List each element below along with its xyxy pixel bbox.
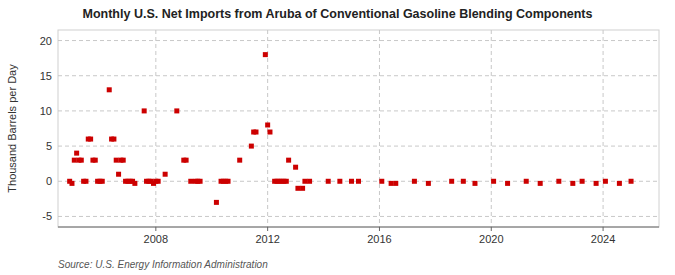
- point: [524, 179, 529, 184]
- point: [249, 144, 254, 149]
- point: [214, 200, 219, 205]
- point: [226, 179, 231, 184]
- y-tick-label: 15: [40, 70, 52, 82]
- point: [449, 179, 454, 184]
- point: [107, 87, 112, 92]
- point: [114, 158, 119, 163]
- point: [337, 179, 342, 184]
- point: [389, 181, 394, 186]
- title: Monthly U.S. Net Imports from Aruba of C…: [83, 7, 593, 21]
- point: [580, 179, 585, 184]
- point: [629, 179, 634, 184]
- source-note: Source: U.S. Energy Information Administ…: [58, 259, 268, 270]
- point: [356, 179, 361, 184]
- x-tick: [155, 227, 156, 231]
- point: [116, 172, 121, 177]
- point: [300, 186, 305, 191]
- point: [293, 165, 298, 170]
- chart: Monthly U.S. Net Imports from Aruba of C…: [0, 0, 675, 275]
- point: [570, 181, 575, 186]
- y-tick-label: -5: [42, 210, 52, 222]
- point: [538, 181, 543, 186]
- point: [379, 179, 384, 184]
- x-tick-label: 2024: [591, 233, 615, 245]
- point: [349, 179, 354, 184]
- point: [163, 172, 168, 177]
- point: [174, 108, 179, 113]
- point: [198, 179, 203, 184]
- x-grid-line: [267, 30, 268, 227]
- point: [69, 181, 74, 186]
- point: [188, 179, 193, 184]
- point: [472, 181, 477, 186]
- x-axis-line: [58, 227, 659, 228]
- x-tick: [491, 227, 492, 231]
- y-grid-line: [58, 146, 659, 147]
- point: [307, 179, 312, 184]
- points: [67, 52, 633, 205]
- point: [111, 137, 116, 142]
- point: [93, 158, 98, 163]
- point: [72, 158, 77, 163]
- point: [426, 181, 431, 186]
- point: [156, 179, 161, 184]
- point: [295, 186, 300, 191]
- y-grid-line: [58, 216, 659, 217]
- point: [79, 158, 84, 163]
- point: [237, 158, 242, 163]
- point: [263, 52, 268, 57]
- point: [603, 179, 608, 184]
- point: [491, 179, 496, 184]
- y-grid-line: [58, 40, 659, 41]
- y-tick-label: 10: [40, 105, 52, 117]
- plot-frame: [58, 30, 659, 227]
- x-grid-line: [491, 30, 492, 227]
- y-grid-line: [58, 110, 659, 111]
- x-tick-label: 2012: [255, 233, 279, 245]
- y-tick-label: 5: [46, 140, 52, 152]
- y-axis-label: Thousand Barrels per Day: [6, 64, 18, 193]
- point: [83, 179, 88, 184]
- point: [121, 158, 126, 163]
- point: [412, 179, 417, 184]
- x-tick-label: 2020: [479, 233, 503, 245]
- x-tick: [603, 227, 604, 231]
- point: [461, 179, 466, 184]
- y-tick-label: 20: [40, 35, 52, 47]
- point: [88, 137, 93, 142]
- x-tick-label: 2008: [144, 233, 168, 245]
- x-grid-line: [155, 30, 156, 227]
- point: [100, 179, 105, 184]
- x-grid-line: [603, 30, 604, 227]
- x-tick: [267, 227, 268, 231]
- point: [142, 108, 147, 113]
- point: [617, 181, 622, 186]
- point: [286, 158, 291, 163]
- point: [265, 122, 270, 127]
- point: [132, 181, 137, 186]
- point: [253, 130, 258, 135]
- point: [284, 179, 289, 184]
- point: [74, 151, 79, 156]
- point: [184, 158, 189, 163]
- point: [326, 179, 331, 184]
- grid: [58, 30, 659, 227]
- x-grid-line: [379, 30, 380, 227]
- point: [594, 181, 599, 186]
- point: [393, 181, 398, 186]
- y-tick-label: 0: [46, 175, 52, 187]
- point: [267, 130, 272, 135]
- point: [556, 179, 561, 184]
- y-grid-line: [58, 75, 659, 76]
- x-tick: [379, 227, 380, 231]
- x-tick-label: 2016: [367, 233, 391, 245]
- point: [302, 179, 307, 184]
- point: [505, 181, 510, 186]
